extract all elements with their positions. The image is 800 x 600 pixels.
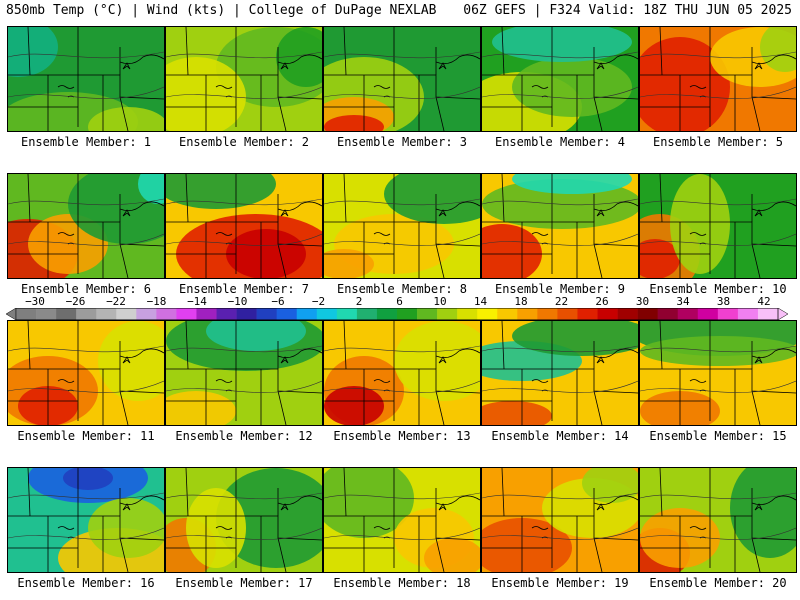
- colorbar-tick-label: −30: [25, 295, 45, 308]
- model-valid-time: 06Z GEFS | F324 Valid: 18Z THU JUN 05 20…: [463, 3, 792, 18]
- temperature-field-map: [8, 468, 164, 572]
- ensemble-map-panel: [323, 173, 481, 279]
- ensemble-map-panel: [7, 26, 165, 132]
- temperature-field-map: [482, 27, 638, 131]
- colorbar-tick-label: 10: [433, 295, 447, 308]
- ensemble-map-panel: [7, 467, 165, 573]
- colorbar-tick-label: −6: [271, 295, 285, 308]
- colorbar-tick-label: 34: [676, 295, 690, 308]
- ensemble-map-panel: [7, 320, 165, 426]
- colorbar-tick-label: 18: [514, 295, 528, 308]
- ensemble-member-label: Ensemble Member: 5: [652, 135, 784, 149]
- ensemble-map-panel: [639, 26, 797, 132]
- ensemble-member-label: Ensemble Member: 15: [649, 429, 787, 443]
- ensemble-member-label: Ensemble Member: 18: [333, 576, 471, 590]
- ensemble-member-label: Ensemble Member: 20: [649, 576, 787, 590]
- ensemble-map-panel: [639, 467, 797, 573]
- colorbar-tick-label: 6: [396, 295, 403, 308]
- ensemble-member-label: Ensemble Member: 12: [175, 429, 313, 443]
- temperature-field-map: [640, 468, 796, 572]
- temperature-field-map: [8, 321, 164, 425]
- colorbar-tick-label: −26: [65, 295, 86, 308]
- colorbar-tick-label: −18: [146, 295, 167, 308]
- temperature-field-map: [8, 27, 164, 131]
- ensemble-map-panel: [323, 467, 481, 573]
- colorbar-tick-label: −10: [227, 295, 248, 308]
- colorbar-tick-label: 30: [635, 295, 650, 308]
- colorbar-tick-label: −14: [187, 295, 207, 308]
- colorbar-tick-label: 42: [757, 295, 771, 308]
- temperature-field-map: [166, 27, 322, 131]
- ensemble-map-panel: [481, 26, 639, 132]
- colorbar-tick-label: 26: [595, 295, 609, 308]
- temperature-field-map: [482, 174, 638, 278]
- temperature-field-map: [640, 27, 796, 131]
- ensemble-map-panel: [165, 320, 323, 426]
- temperature-field-map: [166, 174, 322, 278]
- ensemble-member-label: Ensemble Member: 17: [175, 576, 313, 590]
- ensemble-map-panel: [481, 467, 639, 573]
- temperature-field-map: [324, 321, 480, 425]
- temperature-field-map: [482, 321, 638, 425]
- ensemble-map-panel: [481, 173, 639, 279]
- colorbar-tick-label: 2: [355, 295, 363, 308]
- temperature-field-map: [324, 27, 480, 131]
- ensemble-member-label: Ensemble Member: 6: [20, 282, 152, 296]
- ensemble-member-label: Ensemble Member: 2: [178, 135, 310, 149]
- temperature-field-map: [482, 468, 638, 572]
- temperature-field-map: [640, 174, 796, 278]
- ensemble-member-label: Ensemble Member: 3: [336, 135, 468, 149]
- ensemble-map-panel: [323, 320, 481, 426]
- ensemble-member-label: Ensemble Member: 7: [178, 282, 310, 296]
- ensemble-map-panel: [639, 320, 797, 426]
- ensemble-member-label: Ensemble Member: 11: [17, 429, 155, 443]
- map-title: 850mb Temp (°C) | Wind (kts) | College o…: [6, 3, 437, 18]
- temperature-field-map: [324, 174, 480, 278]
- colorbar-tick-label: 14: [473, 295, 488, 308]
- temperature-colorbar: [6, 308, 788, 320]
- ensemble-map-panel: [323, 26, 481, 132]
- ensemble-member-label: Ensemble Member: 8: [336, 282, 468, 296]
- ensemble-member-label: Ensemble Member: 14: [491, 429, 629, 443]
- temperature-field-map: [166, 468, 322, 572]
- colorbar-tick-label: −22: [106, 295, 126, 308]
- ensemble-member-label: Ensemble Member: 13: [333, 429, 471, 443]
- ensemble-map-panel: [165, 173, 323, 279]
- ensemble-map-panel: [165, 467, 323, 573]
- ensemble-member-label: Ensemble Member: 9: [494, 282, 626, 296]
- colorbar-tick-label: 22: [554, 295, 569, 308]
- ensemble-member-label: Ensemble Member: 4: [494, 135, 626, 149]
- ensemble-member-label: Ensemble Member: 16: [17, 576, 155, 590]
- ensemble-map-panel: [639, 173, 797, 279]
- temperature-field-map: [166, 321, 322, 425]
- ensemble-member-label: Ensemble Member: 10: [649, 282, 787, 296]
- temperature-field-map: [8, 174, 164, 278]
- ensemble-map-panel: [165, 26, 323, 132]
- colorbar-tick-label: 38: [716, 295, 731, 308]
- temperature-field-map: [640, 321, 796, 425]
- ensemble-map-panel: [481, 320, 639, 426]
- ensemble-member-label: Ensemble Member: 19: [491, 576, 629, 590]
- colorbar-tick-label: −2: [311, 295, 326, 308]
- ensemble-member-label: Ensemble Member: 1: [20, 135, 152, 149]
- ensemble-map-panel: [7, 173, 165, 279]
- temperature-field-map: [324, 468, 480, 572]
